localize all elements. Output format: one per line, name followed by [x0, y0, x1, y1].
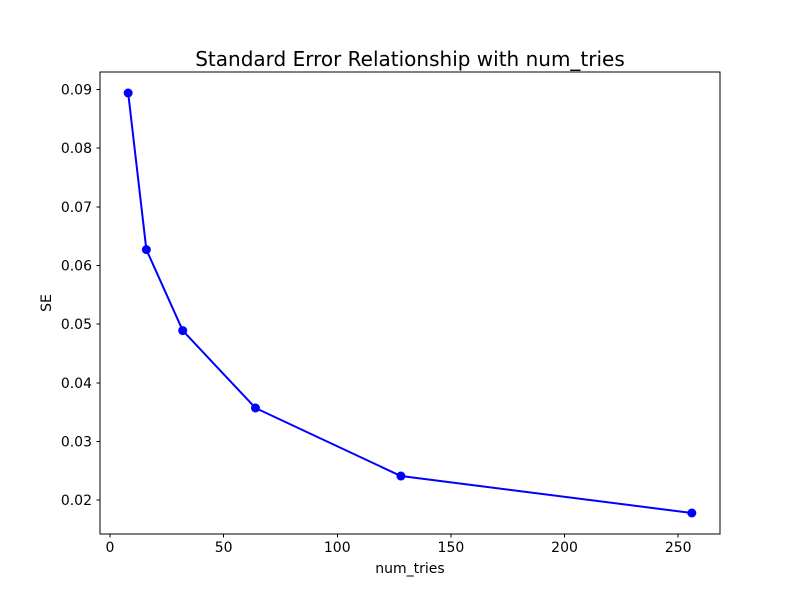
- y-tick-label: 0.06: [61, 258, 92, 274]
- y-tick-label: 0.03: [61, 434, 92, 450]
- y-tick-label: 0.04: [61, 376, 92, 392]
- data-point: [396, 471, 406, 481]
- x-tick-label: 150: [438, 540, 465, 556]
- plot-area: [99, 71, 721, 535]
- y-tick-label: 0.02: [61, 493, 92, 509]
- line-series: [127, 92, 693, 514]
- data-point: [178, 326, 188, 336]
- data-point: [250, 403, 260, 413]
- y-tick-label: 0.07: [61, 200, 92, 216]
- y-axis-label: SE: [39, 294, 55, 312]
- x-tick-label: 250: [665, 540, 692, 556]
- y-tick-label: 0.09: [61, 82, 92, 98]
- chart-title: Standard Error Relationship with num_tri…: [195, 47, 625, 71]
- x-tick-label: 50: [215, 540, 233, 556]
- x-tick-label: 0: [106, 540, 115, 556]
- y-tick-label: 0.05: [61, 317, 92, 333]
- x-axis-label: num_tries: [375, 561, 445, 577]
- data-point: [123, 88, 133, 98]
- y-tick-label: 0.08: [61, 141, 92, 157]
- data-point: [141, 245, 151, 255]
- data-point: [687, 508, 697, 518]
- x-tick-label: 100: [324, 540, 351, 556]
- x-tick-label: 200: [551, 540, 578, 556]
